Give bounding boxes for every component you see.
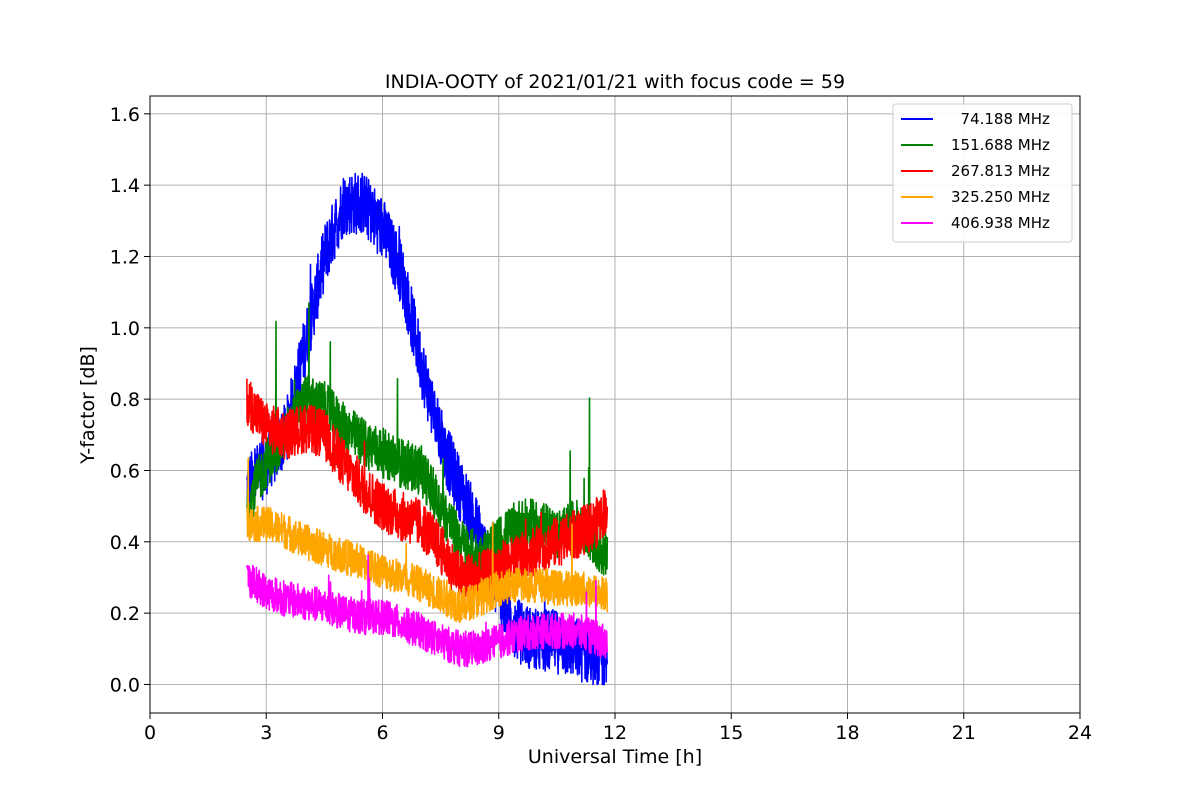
y-tick-label: 1.2 — [110, 246, 140, 268]
legend-label: 151.688 MHz — [951, 136, 1050, 154]
y-tick-label: 0.2 — [110, 603, 140, 625]
y-tick-label: 1.4 — [110, 175, 140, 197]
y-tick-label: 0.4 — [110, 532, 140, 554]
y-tick-label: 0.6 — [110, 460, 140, 482]
y-axis: 0.0 0.2 0.4 0.6 0.8 1.0 1.2 1.4 1.6 — [110, 104, 150, 696]
x-tick-label: 18 — [835, 722, 859, 744]
legend-label: 74.188 MHz — [951, 110, 1050, 128]
x-tick-label: 9 — [493, 722, 505, 744]
y-axis-label: Y-factor [dB] — [77, 346, 99, 465]
legend-label: 325.250 MHz — [951, 188, 1050, 206]
y-tick-label: 1.0 — [110, 318, 140, 340]
x-tick-label: 6 — [376, 722, 388, 744]
legend-label: 406.938 MHz — [951, 214, 1050, 232]
series-line — [246, 378, 609, 603]
x-tick-label: 15 — [719, 722, 743, 744]
chart-title: INDIA-OOTY of 2021/01/21 with focus code… — [385, 71, 845, 93]
series-group — [246, 172, 609, 686]
x-tick-label: 21 — [952, 722, 976, 744]
x-axis: 0 3 6 9 12 15 18 21 24 — [144, 713, 1092, 744]
y-tick-label: 0.0 — [110, 674, 140, 696]
y-tick-label: 1.6 — [110, 104, 140, 126]
legend-box — [892, 103, 1073, 243]
x-tick-label: 12 — [603, 722, 627, 744]
y-tick-label: 0.8 — [110, 389, 140, 411]
legend: 74.188 MHz 151.688 MHz 267.813 MHz 325.250 … — [892, 103, 1073, 243]
legend-label: 267.813 MHz — [951, 162, 1050, 180]
series-line — [246, 457, 609, 624]
x-tick-label: 3 — [260, 722, 272, 744]
x-tick-label: 0 — [144, 722, 156, 744]
x-tick-label: 24 — [1068, 722, 1092, 744]
series-line — [246, 554, 609, 668]
x-axis-label: Universal Time [h] — [528, 746, 702, 768]
